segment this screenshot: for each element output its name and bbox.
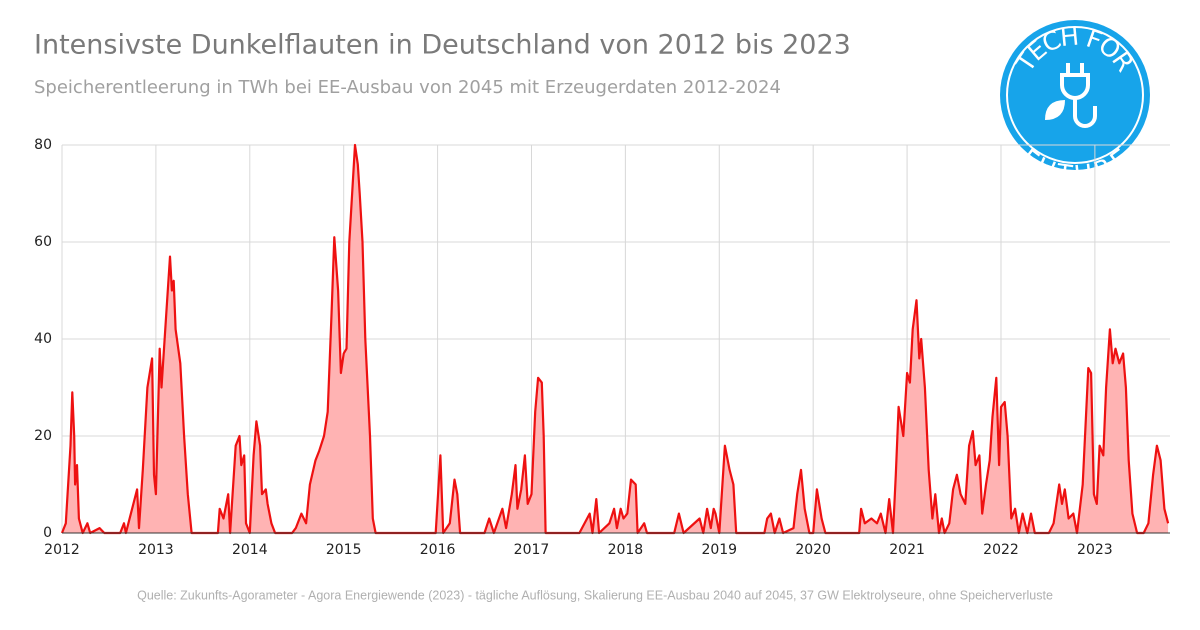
logo-circle <box>1000 20 1150 170</box>
logo-ring <box>1006 26 1144 164</box>
x-tick-label: 2019 <box>701 542 737 558</box>
line <box>60 143 1170 535</box>
x-tick-label: 2016 <box>420 542 456 558</box>
x-tick-label: 2015 <box>326 542 362 558</box>
area-fill <box>62 145 1169 533</box>
y-tick-label: 20 <box>34 428 52 444</box>
y-tick-label: 80 <box>34 137 52 153</box>
logo-plug <box>1060 63 1097 128</box>
x-tick-label: 2023 <box>1077 542 1113 558</box>
chart-title: Intensivste Dunkelflauten in Deutschland… <box>34 30 851 61</box>
x-tick-label: 2012 <box>44 542 80 558</box>
x-tick-label: 2013 <box>138 542 174 558</box>
y-tick-label: 0 <box>43 525 52 541</box>
x-tick-label: 2018 <box>608 542 644 558</box>
x-tick-label: 2021 <box>889 542 925 558</box>
logo-leaf <box>1045 100 1065 120</box>
logo: TECH FOR FUTURE <box>1000 20 1150 190</box>
y-tick-label: 60 <box>34 234 52 250</box>
chart-subtitle: Speicherentleerung in TWh bei EE-Ausbau … <box>34 77 781 98</box>
x-tick-label: 2017 <box>514 542 550 558</box>
y-tick-label: 40 <box>34 331 52 347</box>
source-note: Quelle: Zukunfts-Agorameter - Agora Ener… <box>137 588 1053 602</box>
x-tick-label: 2014 <box>232 542 268 558</box>
x-tick-label: 2020 <box>795 542 831 558</box>
x-tick-label: 2022 <box>983 542 1019 558</box>
